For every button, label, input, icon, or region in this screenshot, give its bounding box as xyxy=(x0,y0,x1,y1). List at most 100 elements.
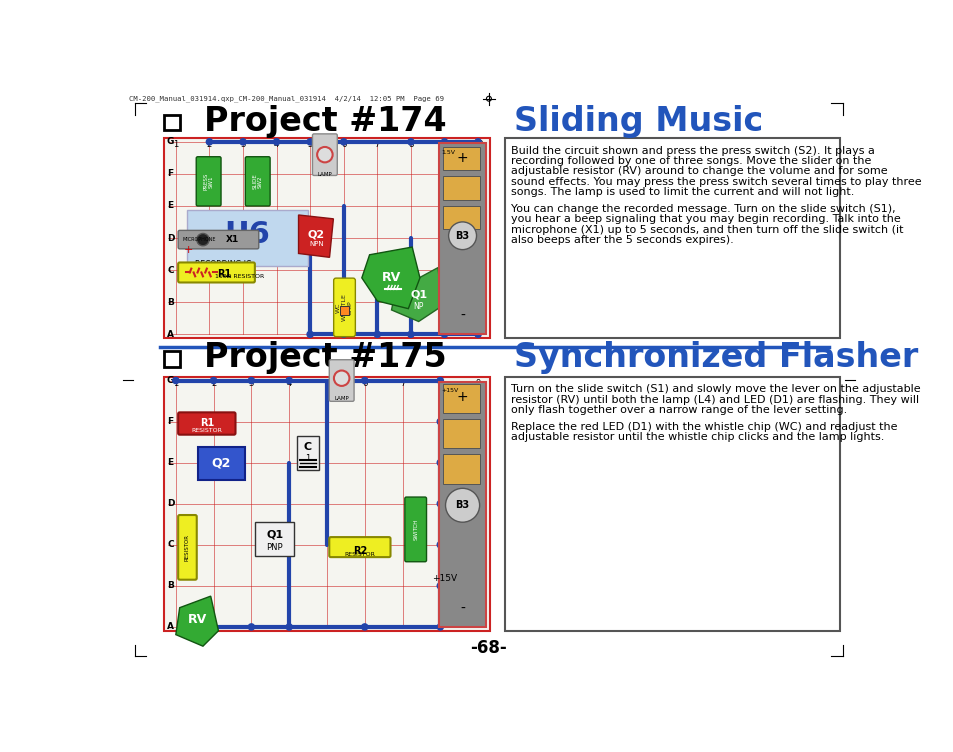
Polygon shape xyxy=(175,596,218,646)
Text: RESISTOR: RESISTOR xyxy=(344,552,375,556)
Text: R1: R1 xyxy=(216,268,231,279)
Circle shape xyxy=(436,583,443,589)
FancyBboxPatch shape xyxy=(313,134,337,175)
Bar xyxy=(443,206,480,229)
Circle shape xyxy=(475,171,480,177)
Circle shape xyxy=(316,147,333,162)
FancyBboxPatch shape xyxy=(329,359,354,402)
Circle shape xyxy=(361,624,368,630)
Text: C: C xyxy=(167,540,173,549)
Text: sound effects. You may press the press switch several times to play three: sound effects. You may press the press s… xyxy=(511,177,921,186)
Circle shape xyxy=(445,488,479,522)
Circle shape xyxy=(407,139,414,145)
Circle shape xyxy=(475,267,480,273)
Text: Project #174: Project #174 xyxy=(204,105,447,138)
Text: LAMP: LAMP xyxy=(317,171,332,177)
Text: also beeps after the 5 seconds expires).: also beeps after the 5 seconds expires). xyxy=(511,235,734,245)
Text: F: F xyxy=(167,169,173,178)
Bar xyxy=(443,177,480,199)
Text: PNP: PNP xyxy=(266,543,283,552)
Text: You can change the recorded message. Turn on the slide switch (S1),: You can change the recorded message. Tur… xyxy=(511,204,895,214)
Bar xyxy=(164,138,489,338)
Text: LAMP: LAMP xyxy=(334,396,349,401)
Circle shape xyxy=(206,139,213,145)
Circle shape xyxy=(340,331,347,338)
Text: 6: 6 xyxy=(340,141,346,150)
Text: Build the circuit shown and press the press switch (S2). It plays a: Build the circuit shown and press the pr… xyxy=(511,146,874,156)
Polygon shape xyxy=(391,268,441,322)
Bar xyxy=(443,147,480,170)
Circle shape xyxy=(307,331,313,338)
Text: Turn on the slide switch (S1) and slowly move the lever on the adjustable: Turn on the slide switch (S1) and slowly… xyxy=(511,384,920,394)
Bar xyxy=(443,419,480,448)
Circle shape xyxy=(436,541,443,548)
Polygon shape xyxy=(298,215,333,257)
Text: B3: B3 xyxy=(455,231,469,241)
Circle shape xyxy=(448,222,476,250)
Text: RESISTOR: RESISTOR xyxy=(185,534,190,561)
Text: 8: 8 xyxy=(408,141,414,150)
Circle shape xyxy=(239,139,246,145)
Text: RESISTOR: RESISTOR xyxy=(192,428,222,432)
Text: A: A xyxy=(167,623,173,632)
Circle shape xyxy=(475,203,480,209)
Text: 3: 3 xyxy=(240,141,246,150)
Circle shape xyxy=(334,371,349,386)
Text: Q1: Q1 xyxy=(410,290,427,299)
Text: CM-200_Manual_031914.qxp_CM-200_Manual_031914  4/2/14  12:05 PM  Page 69: CM-200_Manual_031914.qxp_CM-200_Manual_0… xyxy=(129,96,443,102)
Text: X1: X1 xyxy=(226,235,239,244)
Circle shape xyxy=(248,378,254,384)
Text: 10: 10 xyxy=(473,141,483,150)
FancyBboxPatch shape xyxy=(178,412,235,435)
Text: 9: 9 xyxy=(475,379,480,388)
Text: +: + xyxy=(456,390,468,404)
FancyBboxPatch shape xyxy=(329,537,390,557)
Text: +: + xyxy=(183,245,193,255)
Text: 2: 2 xyxy=(207,141,212,150)
Bar xyxy=(187,210,307,266)
Text: -: - xyxy=(459,309,464,323)
FancyBboxPatch shape xyxy=(196,156,221,206)
Bar xyxy=(164,115,179,130)
Circle shape xyxy=(248,624,254,630)
Text: microphone (X1) up to 5 seconds, and then turn off the slide switch (it: microphone (X1) up to 5 seconds, and the… xyxy=(511,225,902,235)
Circle shape xyxy=(307,139,313,145)
Text: -68-: -68- xyxy=(470,638,507,656)
Text: D: D xyxy=(167,234,174,243)
Text: 4: 4 xyxy=(286,379,292,388)
Text: 100Ω RESISTOR: 100Ω RESISTOR xyxy=(214,274,264,279)
Bar xyxy=(505,377,840,631)
Circle shape xyxy=(475,235,480,241)
Text: RV: RV xyxy=(188,613,207,626)
Circle shape xyxy=(196,233,209,246)
Text: 7: 7 xyxy=(375,141,379,150)
Text: +: + xyxy=(456,151,468,165)
Text: R1: R1 xyxy=(199,418,213,428)
Text: Q2: Q2 xyxy=(308,229,325,239)
Circle shape xyxy=(340,139,347,145)
Text: B: B xyxy=(167,581,173,590)
Text: A: A xyxy=(167,330,173,339)
Text: 1: 1 xyxy=(173,141,178,150)
Bar xyxy=(505,138,840,338)
Text: 6: 6 xyxy=(362,379,367,388)
Text: G: G xyxy=(167,138,173,147)
Text: E: E xyxy=(167,458,173,467)
Text: adjustable resistor (RV) around to change the volume and for some: adjustable resistor (RV) around to chang… xyxy=(511,166,887,177)
Text: C: C xyxy=(167,265,173,274)
Text: only flash together over a narrow range of the lever setting.: only flash together over a narrow range … xyxy=(511,405,847,415)
Circle shape xyxy=(407,331,414,338)
FancyBboxPatch shape xyxy=(245,156,270,206)
Text: 1: 1 xyxy=(305,454,310,463)
Circle shape xyxy=(436,419,443,425)
Bar xyxy=(164,351,179,367)
Text: C: C xyxy=(303,442,312,452)
Text: +15V: +15V xyxy=(431,574,456,583)
Text: +15V: +15V xyxy=(441,388,458,393)
Text: SWITCH: SWITCH xyxy=(413,519,417,540)
Text: B3: B3 xyxy=(455,500,469,511)
Text: 1: 1 xyxy=(173,379,178,388)
Circle shape xyxy=(436,378,443,384)
Text: B: B xyxy=(167,298,173,307)
Text: 8: 8 xyxy=(437,379,442,388)
